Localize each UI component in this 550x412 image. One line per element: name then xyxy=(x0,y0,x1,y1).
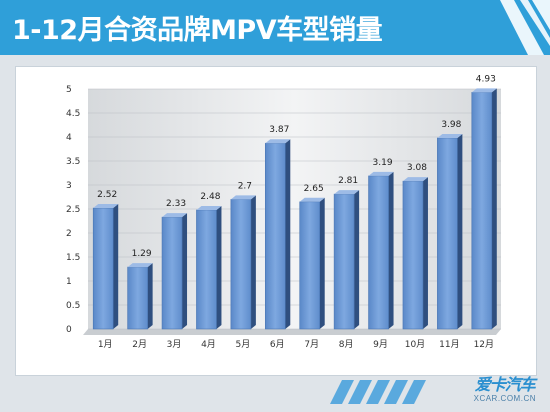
plot-floor xyxy=(83,329,501,335)
x-tick-label: 3月 xyxy=(167,339,182,350)
bar-10月 xyxy=(402,177,428,330)
bar-top xyxy=(265,139,291,144)
bar-chart: 0 0.5 1 1.5 2 2.5 3 3.5 4 4.5 5 1月 2月 3月 4月 5月 6月 7月 8月 9月… xyxy=(66,74,501,350)
bar-top xyxy=(299,197,325,202)
bar-side xyxy=(147,263,153,329)
bar-side xyxy=(422,177,428,329)
y-tick-label: 0 xyxy=(66,325,72,335)
x-tick-label: 5月 xyxy=(236,339,251,350)
logo-main-text: 爱卡汽车 xyxy=(474,375,536,394)
x-tick-label: 6月 xyxy=(270,339,285,350)
bar-front xyxy=(437,137,458,330)
title-bar: 1-12月合资品牌MPV车型销量 xyxy=(0,0,550,55)
x-tick-label: 2月 xyxy=(132,339,147,350)
bar-front xyxy=(264,142,286,330)
bar-front xyxy=(92,207,114,330)
bar-top xyxy=(368,171,394,176)
bar-top xyxy=(437,133,463,138)
y-tick-label: 4 xyxy=(66,133,72,143)
bar-12月 xyxy=(471,88,497,330)
bar-5月 xyxy=(230,195,256,330)
y-tick-label: 0.5 xyxy=(66,301,80,311)
bar-top xyxy=(471,88,497,93)
page-title: 1-12月合资品牌MPV车型销量 xyxy=(12,15,383,46)
bar-front xyxy=(230,199,252,330)
bar-7月 xyxy=(299,197,325,330)
bar-top xyxy=(196,205,222,210)
bar-6月 xyxy=(264,139,291,330)
bar-4月 xyxy=(196,205,222,330)
bar-side xyxy=(182,213,188,329)
bar-front xyxy=(471,92,493,330)
title-corner-decoration xyxy=(500,0,550,55)
bar-1月 xyxy=(92,204,119,330)
data-label: 2.81 xyxy=(338,176,358,186)
data-label: 2.65 xyxy=(304,184,324,194)
bar-side xyxy=(113,204,119,329)
x-tick-label: 10月 xyxy=(405,339,425,350)
bar-top xyxy=(127,263,153,268)
data-label: 3.19 xyxy=(373,158,393,168)
bar-9月 xyxy=(368,171,394,330)
xcar-logo: 爱卡汽车 XCAR.COM.CN xyxy=(473,375,536,404)
data-label: 2.33 xyxy=(166,199,186,209)
data-label: 3.08 xyxy=(407,163,427,173)
logo-sub-text: XCAR.COM.CN xyxy=(473,394,536,403)
bar-side xyxy=(354,190,360,329)
x-tick-label: 11月 xyxy=(439,339,459,350)
x-tick-label: 12月 xyxy=(474,339,494,350)
bar-front xyxy=(402,180,424,330)
y-tick-label: 3.5 xyxy=(66,157,80,167)
bar-top xyxy=(402,177,428,182)
data-label: 2.7 xyxy=(238,181,252,191)
bar-side xyxy=(285,139,291,329)
data-label: 2.48 xyxy=(200,192,220,202)
y-tick-label: 2.5 xyxy=(66,205,80,215)
y-tick-label: 4.5 xyxy=(66,109,80,119)
bar-top xyxy=(334,190,360,195)
footer-stripes-decoration xyxy=(330,380,426,404)
x-tick-label: 9月 xyxy=(373,339,388,350)
y-tick-label: 1 xyxy=(66,277,72,287)
bar-front xyxy=(161,216,183,330)
bar-front xyxy=(368,175,389,330)
bar-side xyxy=(491,88,497,329)
x-tick-label: 7月 xyxy=(304,339,319,350)
x-tick-label: 4月 xyxy=(201,339,216,350)
data-label: 4.93 xyxy=(476,74,496,84)
bar-2月 xyxy=(127,263,153,330)
y-tick-label: 2 xyxy=(66,229,72,239)
bar-side xyxy=(216,205,222,329)
bar-front xyxy=(127,266,148,330)
data-label: 1.29 xyxy=(132,249,152,259)
bar-side xyxy=(388,171,394,329)
bar-front xyxy=(196,209,217,330)
chart-panel: 0 0.5 1 1.5 2 2.5 3 3.5 4 4.5 5 1月 2月 3月 4月 5月 6月 7月 8月 9月… xyxy=(15,66,537,376)
bar-front xyxy=(299,201,321,330)
bar-front xyxy=(333,193,355,330)
bar-side xyxy=(250,195,256,329)
bar-top xyxy=(230,195,256,200)
bar-side xyxy=(319,197,325,329)
y-tick-label: 3 xyxy=(66,181,72,191)
x-tick-label: 8月 xyxy=(339,339,354,350)
data-label: 3.87 xyxy=(269,125,289,135)
data-label: 3.98 xyxy=(441,120,461,130)
bar-top xyxy=(93,204,119,209)
y-tick-label: 1.5 xyxy=(66,253,80,263)
bar-side xyxy=(457,133,463,329)
bar-3月 xyxy=(161,213,188,330)
data-label: 2.52 xyxy=(97,190,117,200)
bar-11月 xyxy=(437,133,463,330)
x-tick-label: 1月 xyxy=(98,339,113,350)
y-tick-label: 5 xyxy=(66,85,72,95)
bar-8月 xyxy=(333,190,360,330)
bar-top xyxy=(162,213,188,218)
